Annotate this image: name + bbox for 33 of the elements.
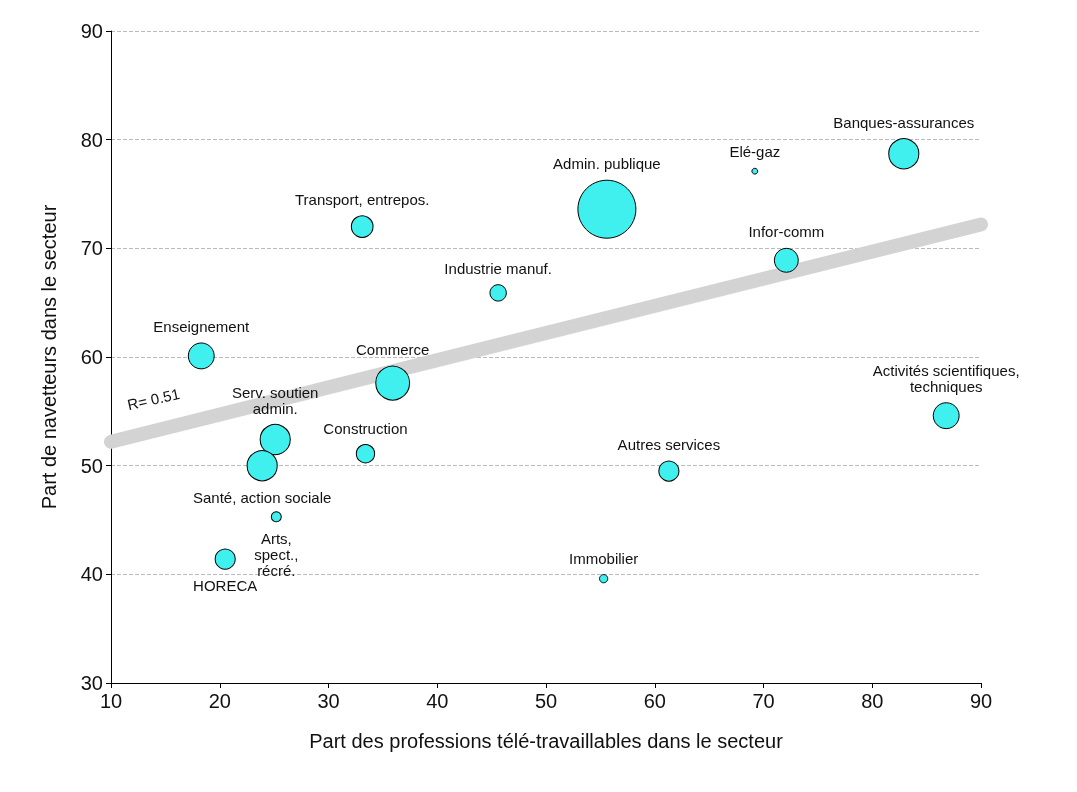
series-label: Commerce bbox=[355, 341, 430, 359]
series-label: Infor-comm bbox=[748, 223, 825, 241]
y-tick-label: 50 bbox=[80, 454, 103, 477]
series-label: Immobilier bbox=[569, 549, 639, 567]
series-label: Elé-gaz bbox=[729, 143, 781, 161]
x-axis-title: Part des professions télé-travaillables dans le secteur bbox=[309, 730, 784, 752]
y-tick-label: 60 bbox=[80, 346, 103, 368]
series-label: Construction bbox=[323, 419, 408, 437]
series-label: HORECA bbox=[193, 577, 258, 595]
y-tick-label: 40 bbox=[80, 563, 103, 586]
y-tick-label: 70 bbox=[80, 237, 103, 260]
series-label: Industrie manuf. bbox=[444, 259, 552, 277]
y-tick-label: 90 bbox=[80, 20, 103, 42]
series-label: Banques-assurances bbox=[833, 113, 975, 131]
series-label: Activités scientifiques, techniques bbox=[872, 361, 1020, 395]
x-tick-label: 20 bbox=[208, 690, 231, 712]
x-tick-label: 50 bbox=[534, 690, 558, 712]
y-tick-label: 80 bbox=[80, 128, 103, 151]
series-label: Santé, action sociale bbox=[192, 488, 332, 506]
x-tick-label: 30 bbox=[317, 690, 340, 712]
series-label: Enseignement bbox=[153, 317, 251, 335]
x-tick-label: 80 bbox=[861, 690, 884, 712]
series-label: Serv. soutien admin. bbox=[231, 383, 319, 417]
x-tick-label: 40 bbox=[426, 690, 449, 712]
x-tick-label: 90 bbox=[969, 690, 993, 712]
series-label: Admin. publique bbox=[553, 155, 661, 173]
x-tick-label: 70 bbox=[752, 690, 775, 712]
series-label: Transport, entrepos. bbox=[294, 190, 430, 208]
annotation: R= 0.51 bbox=[125, 385, 182, 414]
series-label: Arts, spect., récré. bbox=[254, 529, 299, 579]
x-tick-label: 60 bbox=[643, 690, 666, 712]
y-axis-title: Part de navetteurs dans le secteur bbox=[38, 204, 60, 510]
series-label: Autres services bbox=[617, 436, 721, 454]
